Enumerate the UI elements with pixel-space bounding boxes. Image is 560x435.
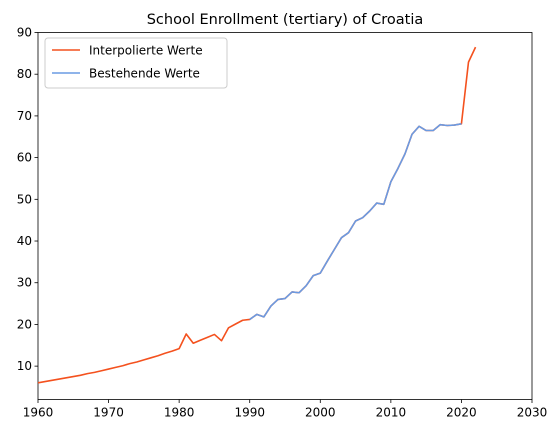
chart-title: School Enrollment (tertiary) of Croatia (147, 12, 424, 28)
x-tick-label: 1960 (23, 406, 54, 420)
legend-label-existing: Bestehende Werte (89, 67, 200, 81)
y-tick-label: 30 (17, 276, 32, 290)
y-tick-label: 50 (17, 192, 32, 206)
legend: Interpolierte Werte Bestehende Werte (44, 37, 228, 89)
plot-area-frame (37, 32, 533, 400)
y-tick-label: 80 (17, 67, 32, 81)
x-tick-label: 1970 (93, 406, 124, 420)
series-layer (37, 46, 477, 384)
y-tick-label: 90 (17, 26, 32, 40)
x-tick-label: 2020 (446, 406, 477, 420)
x-tick-label: 1990 (234, 406, 265, 420)
y-axis: 10 20 30 40 50 60 70 80 90 (17, 26, 38, 373)
x-tick-label: 2010 (376, 406, 407, 420)
legend-label-interpolated: Interpolierte Werte (89, 44, 203, 58)
y-tick-label: 40 (17, 234, 32, 248)
y-tick-label: 10 (17, 359, 32, 373)
legend-box (44, 37, 228, 89)
y-tick-label: 60 (17, 151, 32, 165)
series-line-existing (249, 123, 462, 321)
x-tick-label: 2030 (517, 406, 548, 420)
x-tick-label: 1980 (164, 406, 195, 420)
x-axis: 1960 1970 1980 1990 2000 2010 2020 2030 (23, 399, 548, 420)
y-tick-label: 20 (17, 317, 32, 331)
y-tick-label: 70 (17, 109, 32, 123)
x-tick-label: 2000 (305, 406, 336, 420)
